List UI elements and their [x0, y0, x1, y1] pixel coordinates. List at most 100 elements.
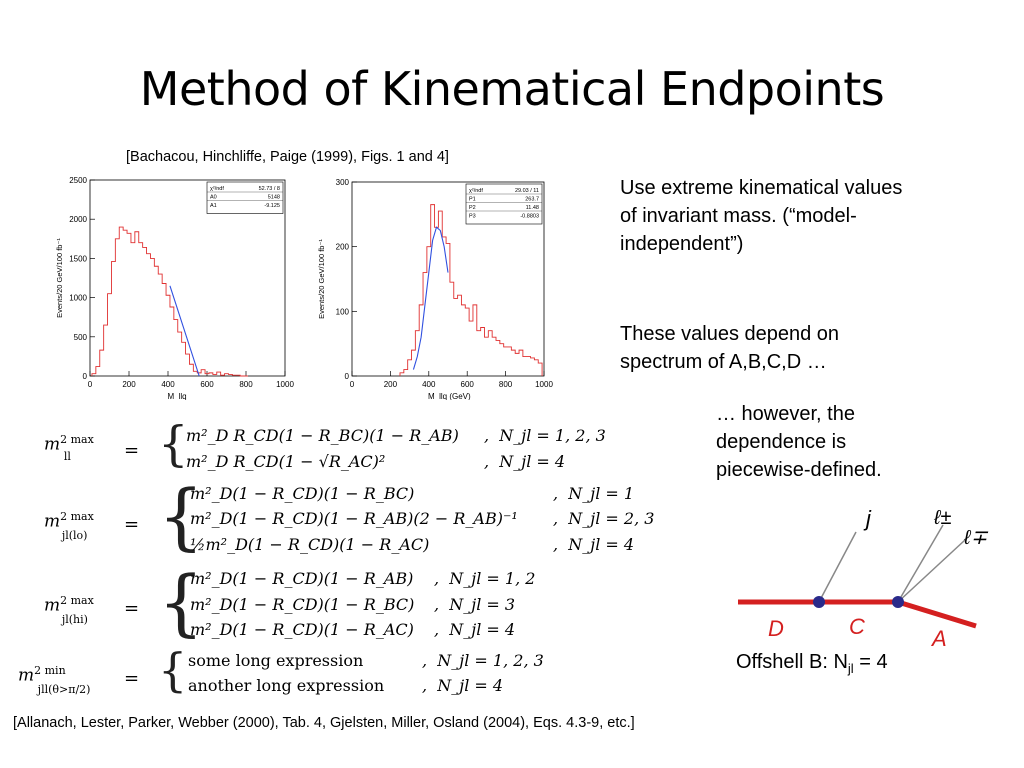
histogram-right: 0 200 400 600 800 1000 0 100 200 300 M_llq (GeV) Ev… — [317, 178, 553, 400]
eq-jlhi-row-2: m²_D(1 − R_CD)(1 − R_BC) — [190, 595, 415, 614]
eq-jlhi-row-1: m²_D(1 − R_CD)(1 − R_AB) — [190, 569, 414, 588]
y-tick-label: 2000 — [69, 215, 87, 224]
stats-value: 5148 — [268, 195, 280, 201]
x-axis-label: M_llq (GeV) — [428, 392, 471, 400]
y-tick-label: 1000 — [69, 294, 87, 303]
stats-name: A0 — [210, 195, 217, 201]
eq-sign-1: = — [124, 440, 140, 461]
x-tick-label: 0 — [350, 380, 355, 389]
brace-2: { — [158, 474, 204, 558]
x-tick-label: 600 — [200, 380, 214, 389]
eq-jllo-row-2: m²_D(1 − R_CD)(1 − R_AB)(2 − R_AB)⁻¹ — [190, 509, 518, 528]
x-tick-label: 200 — [122, 380, 136, 389]
bullet-2: These values depend on spectrum of A,B,C… — [620, 323, 840, 373]
eq-jllo-cond-1: , N_jl = 1 — [553, 484, 635, 503]
eq-jlmin-cond-1: , N_jl = 1, 2, 3 — [422, 651, 544, 670]
eq-sign-3: = — [124, 598, 140, 619]
histogram-series — [91, 226, 248, 377]
label-lmp: ℓ∓ — [963, 527, 988, 549]
eq-sign-2: = — [124, 514, 140, 535]
brace-1: { — [158, 416, 189, 472]
vertex-2 — [892, 596, 904, 608]
x-tick-label: 800 — [239, 380, 253, 389]
eq-jlhi-cond-1: , N_jl = 1, 2 — [434, 569, 536, 588]
label-j: j — [863, 506, 872, 531]
y-tick-label: 0 — [83, 372, 88, 381]
histogram-series — [399, 204, 543, 376]
eq-jllo-lhs: m2 maxjl(lo) — [44, 510, 94, 543]
y-tick-label: 500 — [74, 333, 88, 342]
label-D: D — [768, 616, 784, 641]
x-tick-label: 1000 — [276, 380, 294, 389]
y-axis-label: Events/20 GeV/100 fb⁻¹ — [317, 239, 326, 319]
brace-4: { — [158, 643, 188, 697]
eq-ll-lhs: m2 maxll — [44, 433, 94, 464]
y-tick-label: 0 — [345, 372, 350, 381]
plot-frame — [351, 181, 545, 377]
stats-name: P2 — [469, 205, 476, 211]
citation-top: [Bachacou, Hinchliffe, Paige (1999), Fig… — [126, 149, 449, 165]
stats-box — [206, 181, 284, 214]
fit-series — [169, 285, 200, 377]
y-tick-label: 200 — [336, 243, 350, 252]
x-tick-label: 200 — [384, 380, 398, 389]
eq-jlmin-row-1: some long expression — [188, 651, 364, 670]
stats-value: 263.7 — [525, 197, 539, 203]
x-tick-label: 400 — [422, 380, 436, 389]
eq-sign-4: = — [124, 668, 140, 689]
y-tick-label: 1500 — [69, 254, 87, 263]
stats-value: 52.73 / 8 — [259, 186, 280, 192]
propagator-line-a — [897, 599, 977, 629]
bullet-1: Use extreme kinematical values of invari… — [620, 177, 903, 255]
label-A: A — [930, 626, 947, 651]
citation-bottom: [Allanach, Lester, Parker, Webber (2000)… — [13, 715, 635, 731]
eq-ll-row-2: m²_D R_CD(1 − √R_AC)² — [186, 452, 386, 471]
stats-value: -0.8803 — [520, 214, 539, 220]
x-tick-label: 1000 — [535, 380, 553, 389]
x-tick-label: 800 — [499, 380, 513, 389]
y-tick-label: 300 — [336, 178, 350, 187]
x-axis-label: M_llq — [168, 392, 187, 400]
stats-value: -9.125 — [264, 203, 280, 209]
stats-box — [465, 183, 543, 225]
fit-series — [412, 226, 449, 370]
gray-line-lmp — [897, 539, 966, 603]
stats-name: χ²/ndf — [469, 188, 483, 194]
bullet-3: … however, the dependence is piecewise-d… — [716, 403, 882, 481]
brace-3: { — [158, 560, 204, 644]
eq-jlmin-lhs: m2 minjll(θ>π/2) — [18, 664, 91, 697]
eq-jlhi-row-3: m²_D(1 − R_CD)(1 − R_AC) — [190, 620, 414, 639]
eq-jlmin-cond-2: , N_jl = 4 — [422, 676, 504, 695]
eq-jlhi-lhs: m2 maxjl(hi) — [44, 594, 94, 627]
gray-line-j — [818, 531, 857, 603]
eq-jllo-row-1: m²_D(1 − R_CD)(1 − R_BC) — [190, 484, 415, 503]
y-axis-label: Events/20 GeV/100 fb⁻¹ — [55, 238, 64, 318]
x-tick-label: 0 — [88, 380, 93, 389]
eq-jllo-cond-2: , N_jl = 2, 3 — [553, 509, 655, 528]
vertex-1 — [813, 596, 825, 608]
stats-value: 29.03 / 11 — [515, 188, 539, 194]
y-tick-label: 2500 — [69, 176, 87, 185]
stats-name: χ²/ndf — [210, 186, 224, 192]
decay-diagram: j ℓ± ℓ∓ D C A — [738, 506, 988, 651]
stats-name: P3 — [469, 214, 476, 220]
x-tick-label: 600 — [461, 380, 475, 389]
eq-jllo-cond-3: , N_jl = 4 — [553, 535, 635, 554]
gray-line-lpm — [897, 524, 944, 603]
plot-frame — [89, 179, 286, 377]
label-lpm: ℓ± — [933, 507, 951, 529]
eq-ll-cond-1: , N_jl = 1, 2, 3 — [484, 426, 606, 445]
eq-jllo-row-3: ½m²_D(1 − R_CD)(1 − R_AC) — [190, 535, 430, 554]
slide-title: Method of Kinematical Endpoints — [139, 62, 885, 116]
stats-name: P1 — [469, 197, 476, 203]
histogram-left: 0 200 400 600 800 1000 0 500 1000 1500 2000 2500 M_l… — [55, 176, 294, 400]
y-tick-label: 100 — [336, 307, 350, 316]
diagram-caption: Offshell B: Njl = 4 — [736, 651, 888, 676]
x-tick-label: 400 — [161, 380, 175, 389]
stats-value: 11.48 — [526, 205, 539, 211]
eq-ll-row-1: m²_D R_CD(1 − R_BC)(1 − R_AB) — [186, 426, 459, 445]
eq-jlmin-row-2: another long expression — [188, 676, 385, 695]
eq-jlhi-cond-2: , N_jl = 3 — [434, 595, 516, 614]
eq-jlhi-cond-3: , N_jl = 4 — [434, 620, 516, 639]
label-C: C — [849, 614, 865, 639]
